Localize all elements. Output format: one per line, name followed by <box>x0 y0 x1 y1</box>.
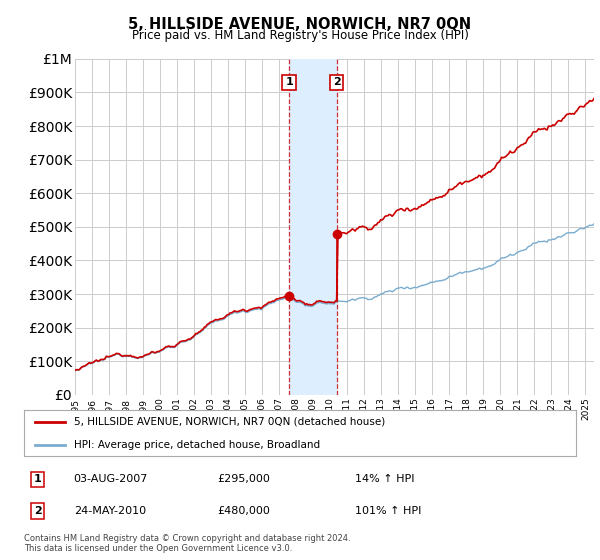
Text: 2: 2 <box>333 77 341 87</box>
Text: 14% ↑ HPI: 14% ↑ HPI <box>355 474 415 484</box>
Text: 5, HILLSIDE AVENUE, NORWICH, NR7 0QN: 5, HILLSIDE AVENUE, NORWICH, NR7 0QN <box>128 17 472 32</box>
Text: Price paid vs. HM Land Registry's House Price Index (HPI): Price paid vs. HM Land Registry's House … <box>131 29 469 42</box>
Text: £480,000: £480,000 <box>217 506 270 516</box>
Text: 24-MAY-2010: 24-MAY-2010 <box>74 506 146 516</box>
Text: 2: 2 <box>34 506 41 516</box>
Text: HPI: Average price, detached house, Broadland: HPI: Average price, detached house, Broa… <box>74 440 320 450</box>
Text: £295,000: £295,000 <box>217 474 270 484</box>
Text: 03-AUG-2007: 03-AUG-2007 <box>74 474 148 484</box>
Text: Contains HM Land Registry data © Crown copyright and database right 2024.
This d: Contains HM Land Registry data © Crown c… <box>24 534 350 553</box>
Text: 1: 1 <box>34 474 41 484</box>
Text: 5, HILLSIDE AVENUE, NORWICH, NR7 0QN (detached house): 5, HILLSIDE AVENUE, NORWICH, NR7 0QN (de… <box>74 417 385 427</box>
Text: 101% ↑ HPI: 101% ↑ HPI <box>355 506 422 516</box>
Text: 1: 1 <box>285 77 293 87</box>
Bar <box>289 59 337 395</box>
